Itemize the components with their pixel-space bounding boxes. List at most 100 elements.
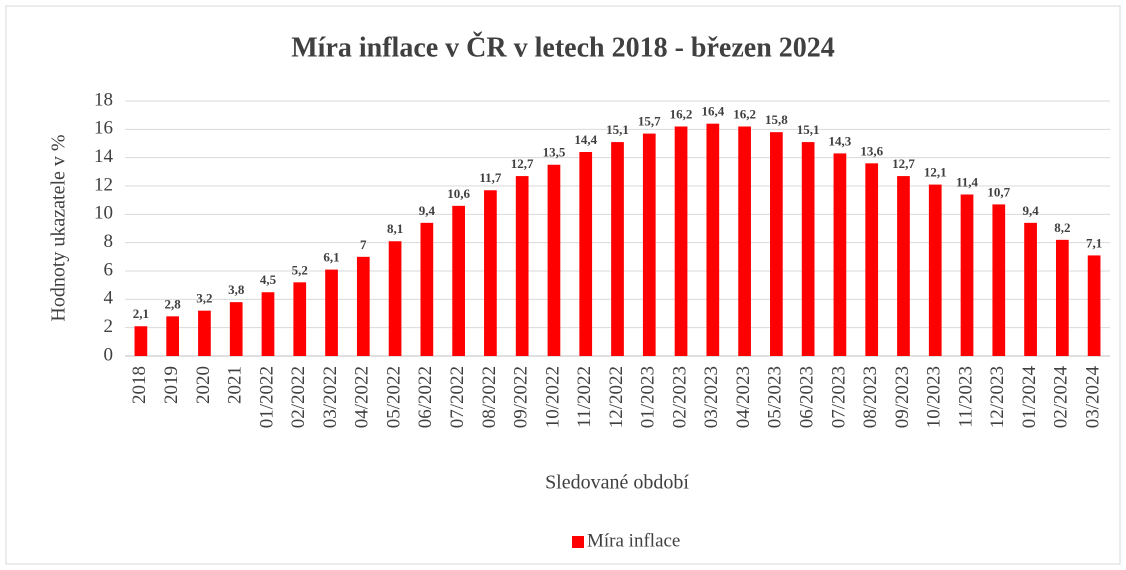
data-label: 15,8: [765, 112, 788, 127]
legend-label: Míra inflace: [587, 530, 680, 551]
x-tick-label: 07/2022: [447, 366, 468, 428]
y-tick-label: 4: [104, 288, 114, 309]
bar: [833, 153, 847, 356]
y-axis-label: Hodnoty ukazatele v %: [48, 134, 70, 321]
x-tick-label: 02/2023: [669, 366, 690, 428]
x-tick-label: 05/2022: [383, 366, 404, 428]
bar: [706, 123, 720, 357]
bar: [134, 326, 148, 356]
data-label: 2,8: [165, 296, 182, 311]
data-label: 5,2: [292, 262, 308, 277]
x-tick-label: 04/2023: [733, 366, 754, 428]
bar: [1024, 222, 1037, 356]
y-tick-label: 2: [104, 316, 114, 337]
x-axis-label: Sledované období: [545, 472, 689, 494]
bar: [515, 176, 529, 356]
x-tick-label: 03/2022: [320, 366, 341, 428]
x-tick-label: 02/2022: [288, 366, 309, 428]
x-tick-label: 06/2022: [415, 366, 436, 428]
data-label: 9,4: [1022, 203, 1039, 218]
x-tick-label: 03/2023: [701, 366, 722, 428]
x-tick-label: 01/2023: [638, 366, 659, 428]
bar: [992, 204, 1006, 356]
x-tick-label: 04/2022: [352, 366, 373, 428]
data-label: 11,4: [956, 174, 979, 189]
data-label: 16,4: [701, 104, 724, 119]
data-label: 15,7: [638, 114, 661, 129]
chart-title: Míra inflace v ČR v letech 2018 - březen…: [291, 32, 835, 63]
y-tick-label: 0: [104, 344, 114, 365]
data-label: 6,1: [323, 250, 339, 265]
bar: [897, 176, 910, 356]
x-tick-label: 2018: [129, 366, 150, 404]
x-tick-label: 02/2024: [1051, 366, 1072, 429]
data-label: 8,2: [1054, 220, 1070, 235]
data-label: 12,7: [511, 156, 534, 171]
x-tick-label: 2020: [193, 366, 214, 404]
data-label: 14,3: [829, 133, 852, 148]
bar: [261, 292, 275, 356]
bar: [484, 190, 497, 356]
x-tick-label: 12/2022: [606, 366, 627, 428]
data-label: 7,1: [1086, 235, 1102, 250]
x-tick-label: 2021: [225, 366, 246, 404]
bar: [547, 164, 561, 356]
data-label: 8,1: [387, 221, 403, 236]
data-label: 12,1: [924, 165, 947, 180]
bar: [801, 142, 815, 356]
data-label: 10,6: [447, 186, 470, 201]
x-tick-label: 05/2023: [765, 366, 786, 428]
bar: [198, 310, 211, 356]
x-tick-label: 01/2022: [256, 366, 277, 428]
data-label: 7: [360, 237, 367, 252]
bar: [928, 184, 942, 356]
bar: [166, 316, 180, 356]
x-tick-label: 10/2022: [542, 366, 563, 428]
bar: [738, 126, 751, 356]
y-tick-label: 16: [94, 118, 113, 139]
data-label: 14,4: [574, 132, 597, 147]
bar: [325, 269, 338, 356]
data-label: 15,1: [797, 122, 820, 137]
bar: [579, 152, 593, 356]
data-label: 4,5: [260, 272, 277, 287]
bar: [642, 133, 656, 356]
data-label: 16,2: [670, 106, 693, 121]
x-tick-label: 11/2022: [574, 366, 595, 428]
bar: [611, 142, 624, 356]
bar: [1055, 239, 1069, 356]
x-tick-label: 11/2023: [955, 366, 976, 428]
bar: [356, 256, 370, 356]
data-label: 11,7: [479, 170, 502, 185]
data-label: 9,4: [419, 203, 436, 218]
x-tick-label: 01/2024: [1019, 366, 1040, 429]
bar: [293, 282, 307, 356]
y-tick-label: 10: [94, 203, 113, 224]
bar: [452, 205, 465, 356]
x-tick-label: 08/2023: [860, 366, 881, 428]
data-label: 15,1: [606, 122, 629, 137]
data-label: 12,7: [892, 156, 915, 171]
x-tick-label: 10/2023: [924, 366, 945, 428]
data-label: 13,5: [543, 145, 566, 160]
y-tick-label: 8: [104, 231, 114, 252]
data-label: 2,1: [133, 306, 149, 321]
bar: [674, 126, 688, 356]
y-tick-label: 12: [94, 174, 113, 195]
legend-swatch: [572, 536, 584, 548]
x-tick-label: 07/2023: [828, 366, 849, 428]
data-label: 3,8: [228, 282, 245, 297]
data-label: 13,6: [860, 143, 883, 158]
data-label: 10,7: [987, 184, 1010, 199]
y-tick-label: 6: [104, 259, 114, 280]
x-tick-label: 12/2023: [987, 366, 1008, 428]
x-tick-label: 09/2022: [511, 366, 532, 428]
y-tick-label: 18: [94, 89, 113, 110]
bar: [229, 302, 243, 356]
bar: [388, 241, 402, 356]
x-tick-label: 08/2022: [479, 366, 500, 428]
bar: [770, 132, 783, 356]
bar: [420, 222, 434, 356]
x-tick-label: 06/2023: [797, 366, 818, 428]
